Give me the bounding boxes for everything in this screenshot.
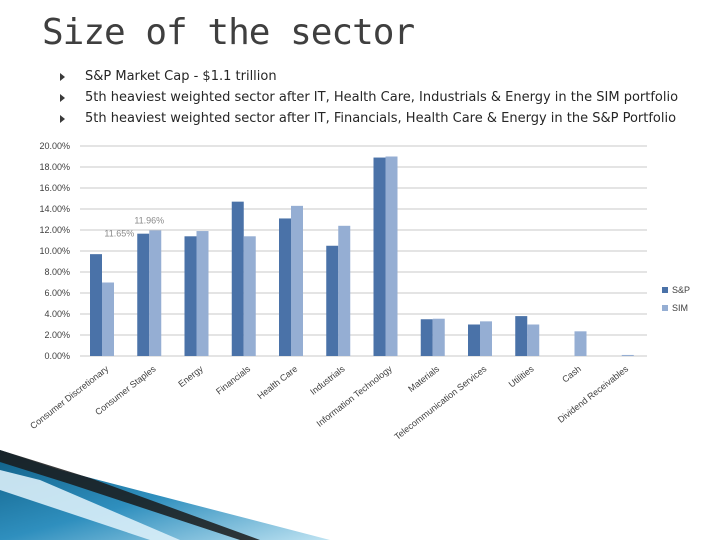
- bar-sim: [527, 324, 540, 356]
- bullet-text: 5th heaviest weighted sector after IT, F…: [85, 111, 677, 126]
- bullet-list: S&P Market Cap - $1.1 trillion 5th heavi…: [60, 66, 715, 129]
- y-tick-label: 4.00%: [44, 309, 70, 319]
- bar-s-p: [373, 157, 386, 356]
- bar-sim: [385, 156, 398, 356]
- bullet-text: 5th heaviest weighted sector after IT, H…: [85, 90, 679, 105]
- bar-sim: [621, 354, 634, 356]
- bar-sim: [291, 205, 303, 356]
- legend-label: SIM: [672, 303, 688, 313]
- bar-sim: [480, 321, 492, 356]
- x-tick-label: Telecommunication Services: [392, 363, 488, 441]
- y-tick-label: 18.00%: [39, 162, 70, 172]
- y-tick-label: 20.00%: [39, 141, 70, 151]
- x-tick-label: Consumer Discretionary: [28, 363, 111, 431]
- bar-sim: [574, 331, 587, 356]
- bar-s-p: [231, 201, 244, 356]
- bullet-item: 5th heaviest weighted sector after IT, H…: [60, 87, 715, 108]
- bar-sim: [338, 225, 351, 356]
- bullet-arrow-icon: [60, 73, 65, 81]
- bullet-arrow-icon: [60, 94, 65, 102]
- legend-swatch: [662, 305, 668, 311]
- bar-sim: [243, 236, 256, 356]
- legend-swatch: [662, 287, 668, 293]
- bar-sim: [432, 318, 445, 356]
- y-tick-label: 12.00%: [39, 225, 70, 235]
- bar-s-p: [326, 245, 339, 356]
- data-label: 11.96%: [134, 215, 164, 225]
- y-tick-label: 16.00%: [39, 183, 70, 193]
- x-tick-label: Industrials: [308, 363, 347, 396]
- sector-weight-chart: 0.00% 2.00% 4.00% 6.00% 8.00% 10.00% 12.00% 14.…: [28, 141, 690, 442]
- x-tick-label: Information Technology: [315, 363, 395, 428]
- bullet-arrow-icon: [60, 115, 65, 123]
- bar-sim: [102, 282, 114, 356]
- bar-s-p: [137, 233, 150, 356]
- bar-sim: [149, 230, 162, 356]
- y-tick-label: 8.00%: [44, 267, 70, 277]
- x-tick-label: Energy: [176, 363, 205, 389]
- bullet-text: S&P Market Cap - $1.1 trillion: [85, 69, 277, 84]
- bullet-item: S&P Market Cap - $1.1 trillion: [60, 66, 715, 87]
- x-tick-label: Cash: [560, 364, 583, 385]
- decor-light-stripe: [0, 470, 180, 540]
- data-label: 11.65%: [104, 229, 134, 239]
- bullet-item: 5th heaviest weighted sector after IT, F…: [60, 108, 715, 129]
- bar-s-p: [184, 236, 197, 356]
- y-tick-label: 0.00%: [44, 351, 70, 361]
- y-tick-label: 14.00%: [39, 204, 70, 214]
- x-tick-label: Utilities: [507, 363, 536, 389]
- y-tick-label: 6.00%: [44, 288, 70, 298]
- x-tick-label: Materials: [406, 363, 441, 394]
- slide-decoration: [0, 450, 330, 540]
- y-tick-label: 10.00%: [39, 246, 70, 256]
- x-tick-label: Health Care: [255, 364, 299, 401]
- bar-s-p: [279, 218, 291, 356]
- decor-dark-stripe: [0, 450, 260, 540]
- slide-title: Size of the sector: [42, 12, 415, 53]
- bar-s-p: [515, 316, 528, 356]
- bar-sim: [196, 231, 209, 356]
- legend-label: S&P: [672, 285, 690, 295]
- y-tick-label: 2.00%: [44, 330, 70, 340]
- bar-s-p: [468, 324, 480, 356]
- x-tick-label: Financials: [214, 363, 252, 396]
- bar-s-p: [420, 319, 433, 356]
- bar-s-p: [90, 254, 102, 356]
